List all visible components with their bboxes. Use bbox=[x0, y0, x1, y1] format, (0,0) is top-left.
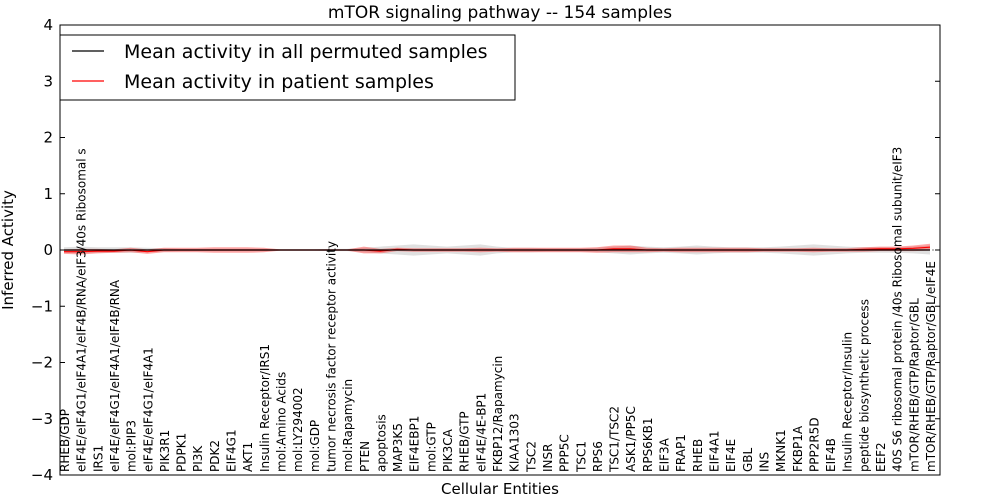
x-tick-label: PIK3R1 bbox=[158, 430, 172, 472]
x-tick-label: mol:GDP bbox=[308, 420, 322, 472]
x-tick-label: TSC1/TSC2 bbox=[608, 406, 622, 473]
legend-label-patient: Mean activity in patient samples bbox=[124, 71, 434, 93]
x-tick-label: MKNK1 bbox=[774, 429, 788, 472]
x-tick-label: PDK2 bbox=[208, 440, 222, 472]
x-tick-label: 40S S6 ribosomal protein /40s Ribosomal … bbox=[891, 147, 905, 472]
x-tick-label: EIF4EBP1 bbox=[408, 416, 422, 472]
y-tick-label: −4 bbox=[31, 466, 53, 484]
plot-frame bbox=[59, 24, 941, 476]
x-tick-label: tumor necrosis factor receptor activity bbox=[324, 241, 338, 472]
x-tick-label: Insulin Receptor/IRS1 bbox=[258, 344, 272, 472]
x-tick-label: KIAA1303 bbox=[508, 413, 522, 472]
y-tick-label: −1 bbox=[31, 297, 53, 315]
x-tick-label: PDPK1 bbox=[175, 433, 189, 472]
x-axis-label: Cellular Entities bbox=[441, 480, 559, 498]
x-tick-label: mol:Amino Acids bbox=[275, 372, 289, 472]
y-axis-label: Inferred Activity bbox=[0, 190, 17, 310]
legend-box bbox=[59, 34, 516, 101]
x-tick-label: EIF4A1 bbox=[708, 430, 722, 472]
x-tick-label: PPP5C bbox=[558, 434, 572, 472]
x-tick-label: RHEB bbox=[691, 439, 705, 472]
y-tick-label: 3 bbox=[43, 72, 53, 90]
x-tick-label: PTEN bbox=[358, 441, 372, 472]
y-tick-label: 0 bbox=[43, 241, 53, 259]
x-tick-label: apoptosis bbox=[374, 414, 388, 472]
x-tick-label: RPS6KB1 bbox=[641, 417, 655, 472]
x-tick-label: ASK1/PP5C bbox=[624, 406, 638, 472]
x-tick-label: FKBP1A bbox=[791, 425, 805, 472]
x-tick-labels: RHEB/GDP eIF4E/eIF4G1/eIF4A1/eIF4B/RNA/eI… bbox=[58, 147, 938, 473]
x-tick-label: IRS1 bbox=[91, 445, 105, 472]
x-tick-label: FKBP12/Rapamycin bbox=[491, 356, 505, 472]
x-tick-label: RPS6 bbox=[591, 441, 605, 472]
x-tick-label: TSC2 bbox=[524, 441, 538, 473]
x-tick-label: PI3K bbox=[191, 445, 205, 472]
x-tick-label: AKT1 bbox=[241, 442, 255, 472]
x-tick-label: PPP2R5D bbox=[807, 417, 821, 472]
x-tick-label: PIK3CA bbox=[441, 428, 455, 472]
x-tick-label: EIF4B bbox=[824, 438, 838, 472]
x-tick-label: RHEB/GDP bbox=[58, 409, 72, 472]
x-tick-label: mTOR/RHEB/GTP/Raptor/GBL/eIF4E bbox=[924, 261, 938, 472]
y-tick-label: 4 bbox=[43, 16, 53, 34]
x-tick-label: RHEB/GTP bbox=[458, 411, 472, 472]
series-lines bbox=[64, 246, 931, 253]
x-tick-label: TSC1 bbox=[574, 441, 588, 473]
x-tick-label: MAP3K5 bbox=[391, 423, 405, 472]
y-tick-label: 2 bbox=[43, 129, 53, 147]
legend-label-permuted: Mean activity in all permuted samples bbox=[124, 41, 487, 63]
x-tick-label: mTOR/RHEB/GTP/Raptor/GBL bbox=[907, 298, 921, 472]
x-tick-label: EIF4G1 bbox=[225, 429, 239, 472]
x-tick-label: eIF4E/eIF4G1/eIF4A1 bbox=[141, 347, 155, 472]
y-tick-label: 1 bbox=[43, 185, 53, 203]
x-tick-label: mol:LY294002 bbox=[291, 387, 305, 472]
x-tick-label: FRAP1 bbox=[674, 434, 688, 472]
x-tick-label: mol:PIP3 bbox=[125, 420, 139, 472]
x-tick-label: peptide biosynthetic process bbox=[857, 299, 871, 472]
x-tick-label: GBL bbox=[741, 447, 755, 472]
x-tick-label: EEF2 bbox=[874, 442, 888, 472]
x-tick-label: EIF4E bbox=[724, 439, 738, 472]
x-tick-label: mol:GTP bbox=[424, 422, 438, 472]
x-tick-label: INS bbox=[757, 452, 771, 472]
x-tick-label: Insulin Receptor/Insulin bbox=[841, 332, 855, 472]
y-axis: −4 −3 −2 −1 0 1 2 3 4 bbox=[31, 16, 940, 484]
x-tick-label: mol:Rapamycin bbox=[341, 379, 355, 472]
x-tick-label: eIF4E/eIF4G1/eIF4A1/eIF4B/RNA/eIF3/40s R… bbox=[75, 148, 89, 472]
legend: Mean activity in all permuted samples Me… bbox=[59, 34, 516, 101]
x-tick-label: eIF4E/4E-BP1 bbox=[474, 393, 488, 472]
x-tick-label: eIF4E/eIF4G1/eIF4A1/eIF4B/RNA bbox=[108, 279, 122, 472]
y-tick-label: −2 bbox=[31, 354, 53, 372]
x-tick-label: INSR bbox=[541, 444, 555, 472]
chart-title: mTOR signaling pathway -- 154 samples bbox=[328, 3, 672, 23]
band-patient bbox=[64, 243, 930, 255]
x-tick-label: EIF3A bbox=[658, 437, 672, 472]
y-tick-label: −3 bbox=[31, 410, 53, 428]
